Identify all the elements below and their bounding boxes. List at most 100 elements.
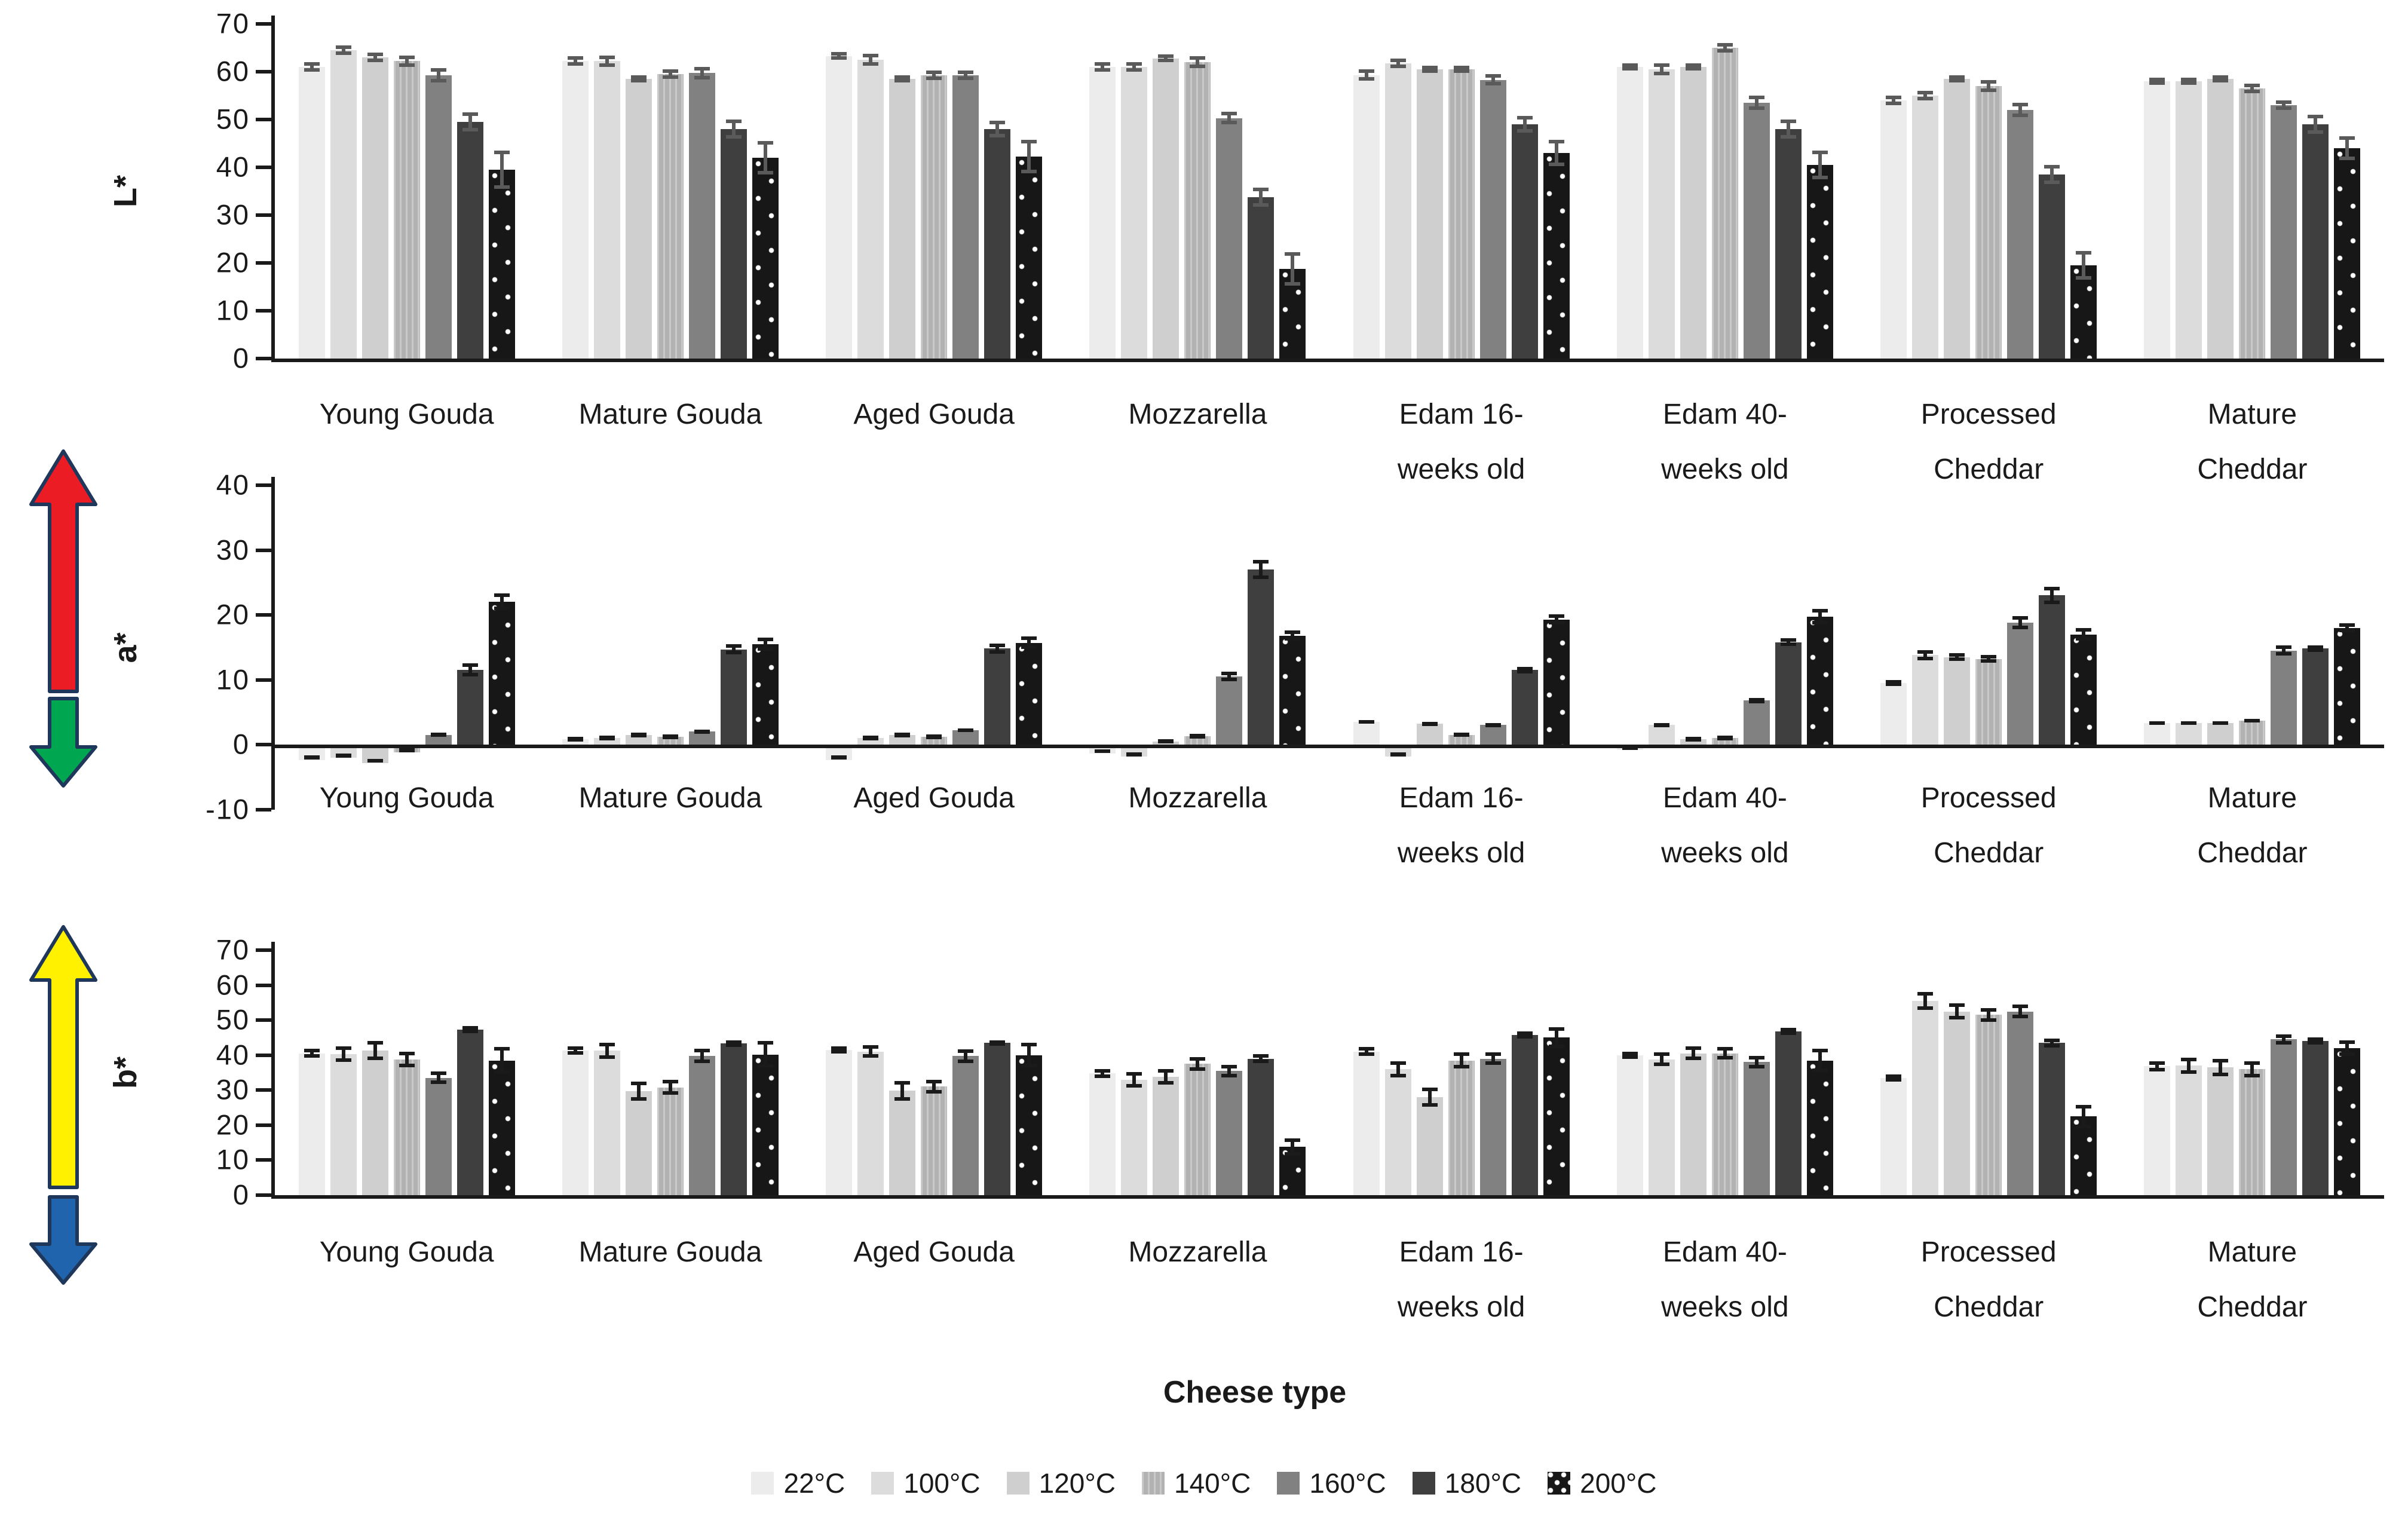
category-label-line: Cheddar — [2197, 1291, 2308, 1323]
bar — [952, 730, 979, 745]
error-bar — [1981, 655, 1997, 663]
error-bar — [1390, 752, 1406, 757]
bar — [1016, 642, 1043, 745]
error-bar-cap — [494, 593, 510, 598]
error-bar-stem — [1427, 1087, 1432, 1107]
error-bar-cap — [2181, 1057, 2197, 1061]
error-bar-cap — [757, 141, 773, 145]
error-bar-stem — [995, 643, 1000, 654]
error-bar-cap — [926, 76, 942, 80]
error-bar-cap — [2012, 114, 2029, 117]
error-bar-cap — [1453, 1064, 1469, 1068]
category-label: Mozzarella — [1069, 387, 1326, 442]
error-bar-cap — [2044, 1038, 2060, 1042]
error-bar-cap — [2244, 84, 2260, 87]
error-bar-cap — [1717, 49, 1733, 53]
error-bar — [1253, 187, 1269, 207]
bar — [720, 649, 747, 745]
error-bar — [2044, 1038, 2060, 1048]
error-bar — [2276, 100, 2292, 110]
error-bar-cap — [1390, 752, 1406, 757]
error-bar-stem — [964, 1049, 968, 1064]
error-bar — [1717, 43, 1733, 53]
error-bar — [1221, 1064, 1237, 1077]
category-label-line: Young Gouda — [319, 1236, 494, 1268]
error-bar-cap — [367, 759, 383, 763]
bar — [1121, 67, 1148, 359]
b-star-down-blue-arrow-icon — [29, 1195, 97, 1285]
error-bar-cap — [694, 730, 710, 734]
error-bar-cap — [1717, 1047, 1733, 1051]
error-bar-cap — [304, 1054, 320, 1058]
error-bar-cap — [2276, 100, 2292, 104]
y-tick-label: 10 — [216, 294, 250, 326]
error-bar — [831, 52, 847, 60]
error-bar-stem — [1987, 80, 1991, 92]
error-bar-stem — [1554, 1027, 1558, 1048]
error-bar — [1748, 697, 1764, 703]
bar — [298, 1053, 325, 1195]
error-bar-cap — [1285, 637, 1301, 641]
error-bar-cap — [430, 1071, 446, 1076]
category-label-line: Cheddar — [1934, 454, 2044, 485]
error-bar-cap — [1981, 1008, 1997, 1012]
error-bar-cap — [2149, 721, 2165, 725]
error-bar — [757, 1041, 773, 1068]
bar — [1016, 1055, 1043, 1195]
error-bar-cap — [1812, 1068, 1828, 1072]
error-bar-stem — [1987, 655, 1991, 663]
error-bar-cap — [599, 63, 615, 67]
error-bar-cap — [2339, 136, 2355, 140]
error-bar-stem — [2018, 1004, 2023, 1019]
legend-swatch — [751, 1472, 774, 1495]
x-axis-line — [271, 745, 2384, 748]
error-bar-cap — [926, 70, 942, 74]
error-bar-cap — [1812, 621, 1828, 625]
error-bar-stem — [869, 54, 873, 66]
category-label-line: weeks old — [1397, 837, 1525, 869]
error-bar-stem — [573, 1046, 577, 1055]
error-bar-stem — [636, 75, 641, 83]
bar — [688, 73, 715, 359]
error-bar-cap — [662, 75, 678, 79]
error-bar-cap — [958, 1049, 974, 1053]
bar — [1479, 725, 1506, 745]
error-bar — [1453, 733, 1469, 737]
error-bar-cap — [1685, 737, 1701, 741]
bar — [2144, 81, 2171, 359]
error-bar-cap — [1453, 65, 1469, 69]
error-bar-cap — [1812, 609, 1828, 613]
error-bar-cap — [1917, 1006, 1934, 1010]
bar — [488, 1060, 515, 1195]
category-label: Young Gouda — [278, 1225, 535, 1280]
error-bar — [2012, 1004, 2029, 1019]
error-bar — [757, 141, 773, 174]
error-bar-cap — [2149, 77, 2165, 81]
error-bar-stem — [1364, 1047, 1368, 1057]
error-bar-cap — [630, 1081, 647, 1085]
error-bar — [1126, 1071, 1142, 1088]
error-bar-cap — [1190, 56, 1206, 60]
error-bar-cap — [2076, 1104, 2092, 1109]
error-bar-cap — [1253, 1060, 1269, 1064]
error-bar-cap — [1517, 115, 1533, 120]
error-bar-cap — [1748, 1064, 1764, 1068]
error-bar-cap — [989, 650, 1006, 654]
error-bar-cap — [2213, 1058, 2229, 1062]
bar — [1184, 1064, 1211, 1195]
error-bar-stem — [1987, 1008, 1991, 1022]
error-bar-cap — [2012, 616, 2029, 620]
error-bar — [1780, 120, 1796, 139]
category-label-line: Edam 16- — [1399, 1236, 1524, 1268]
error-bar-cap — [630, 75, 647, 79]
bar — [625, 79, 652, 359]
y-tick — [256, 613, 271, 617]
y-tick-label: 40 — [216, 1039, 250, 1071]
bar — [1944, 657, 1971, 745]
error-bar — [630, 1081, 647, 1101]
error-bar-stem — [1786, 638, 1790, 647]
error-bar-stem — [1659, 1052, 1663, 1067]
bar — [330, 50, 357, 359]
legend-item: 120°C — [1006, 1467, 1116, 1499]
y-tick-label: 20 — [216, 246, 250, 278]
